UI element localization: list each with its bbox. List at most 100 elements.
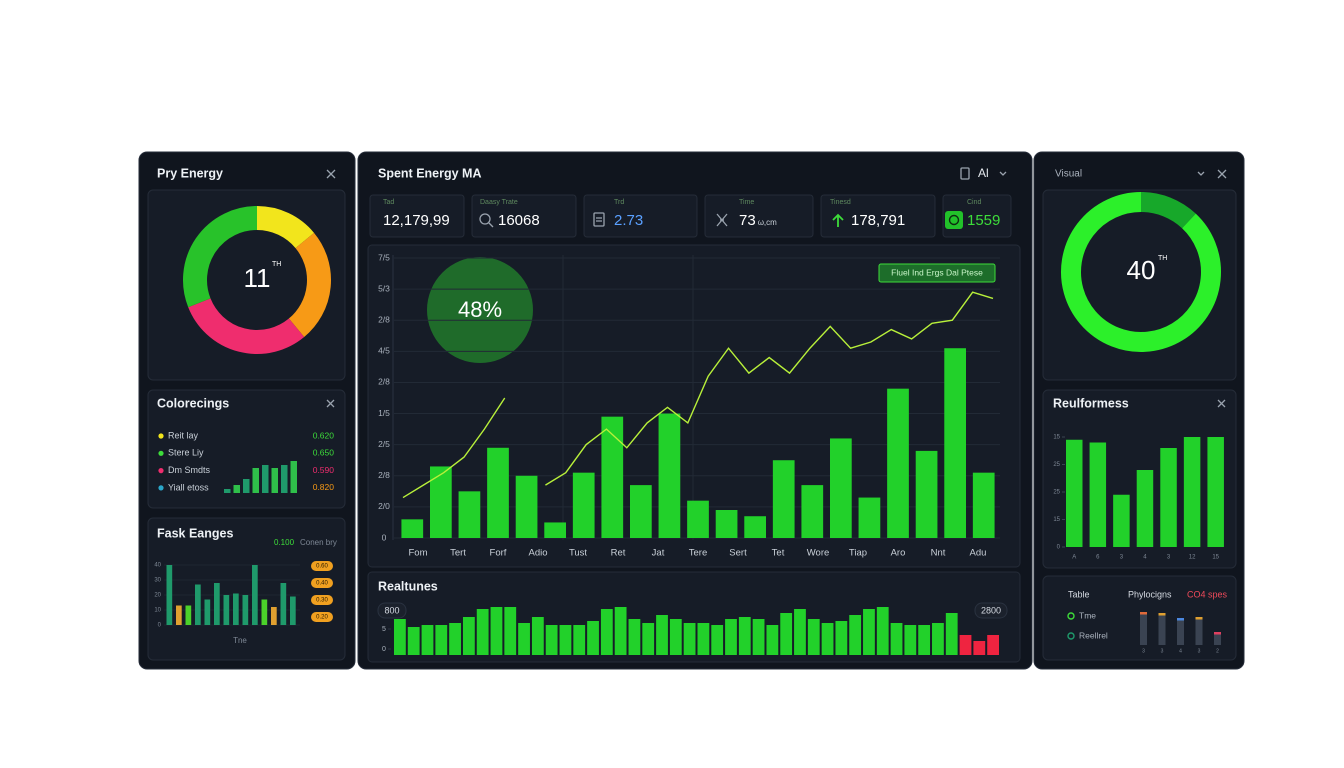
bar (849, 615, 862, 655)
bar (725, 619, 737, 655)
y-tick-label: 5 (382, 626, 386, 633)
donut-center: 11 (244, 263, 271, 293)
stat-label: Trd (614, 199, 624, 206)
bar (1207, 437, 1224, 547)
bar (601, 416, 624, 538)
bar (1066, 439, 1083, 547)
bar (1136, 470, 1154, 547)
bar (915, 450, 938, 538)
mini-bar (271, 468, 278, 493)
legend-value: 0.650 (313, 448, 335, 458)
x-tick-label: 15 (1212, 555, 1219, 561)
bar (715, 510, 738, 538)
close-icon[interactable] (326, 169, 336, 179)
bar (252, 565, 258, 625)
donut-segment (288, 232, 331, 338)
bar (531, 617, 544, 655)
bar (407, 627, 420, 655)
legend-label: Stere Liy (168, 448, 204, 458)
bar (430, 466, 452, 538)
bar (972, 472, 995, 538)
stat-label: Tinesd (830, 199, 851, 206)
y-tick-label: 15 (1053, 435, 1060, 441)
legend-value: 0.820 (313, 482, 335, 492)
card-title: Reulformess (1053, 396, 1129, 410)
stat-label: Daasy Trate (480, 199, 518, 206)
bar (544, 522, 566, 538)
trend-line (402, 291, 994, 499)
stat-unit: ω,cm (758, 218, 777, 227)
bar-tip (1195, 617, 1203, 620)
bar (573, 625, 586, 655)
menu-label[interactable]: Al (978, 166, 989, 180)
x-tick-label: Adio (528, 548, 547, 559)
badge (377, 602, 407, 619)
stat-value: 1559 (967, 212, 1000, 229)
legend-label: Dm Smdts (168, 465, 211, 475)
bar (863, 609, 875, 655)
x-tick-label: A (1072, 555, 1076, 561)
mini-bar (281, 465, 288, 493)
bar-tip (1177, 618, 1184, 621)
chevron-icon[interactable] (999, 171, 1007, 176)
close-icon[interactable] (1217, 169, 1227, 179)
bar (738, 617, 751, 655)
bar (290, 596, 296, 625)
x-tick-label: Tert (450, 548, 466, 559)
realtime-title: Realtunes (378, 579, 438, 593)
bar (656, 615, 668, 655)
x-tick-label: 6 (1096, 555, 1100, 561)
y-tick-label: 0 (382, 646, 386, 653)
bar (587, 621, 599, 655)
stat-value: 73 (739, 212, 756, 229)
bar (830, 438, 852, 538)
legend-label: Reit lay (168, 430, 199, 440)
y-tick-label: 30 (154, 578, 161, 584)
lock-icon[interactable] (960, 167, 970, 180)
donut-center: 40 (1127, 255, 1156, 285)
bar-tip (1214, 632, 1221, 635)
bar (185, 605, 192, 625)
bar (687, 500, 709, 538)
bar (932, 623, 944, 655)
main-title: Spent Energy MA (378, 166, 482, 180)
stat-value: 178,791 (851, 212, 905, 229)
table-header: Table (1068, 589, 1090, 599)
bar (642, 623, 655, 655)
bar (821, 623, 834, 655)
stat-label: Time (739, 199, 754, 206)
tag-text: 0.60 (316, 564, 328, 570)
x-tick-label: Tiap (849, 548, 867, 559)
stat-boxes (369, 194, 1012, 238)
legend-dot (1067, 632, 1075, 640)
bar (752, 619, 765, 655)
bar (772, 460, 795, 538)
close-icon[interactable] (1217, 399, 1226, 408)
badge-icon (948, 214, 960, 226)
bar (890, 623, 903, 655)
note-label: Conen bry (300, 538, 337, 547)
donut-segment (1140, 192, 1196, 229)
close-icon[interactable] (326, 399, 335, 408)
bar (242, 595, 249, 625)
donut-segment (188, 297, 305, 354)
bar (876, 607, 889, 655)
x-tick-label: Tust (569, 548, 587, 559)
badge-icon (945, 211, 963, 229)
table-header: Phylocigns (1128, 589, 1172, 599)
bar (630, 485, 652, 538)
stat-label: Cind (967, 199, 982, 206)
donut-sup: TH (1158, 255, 1167, 262)
bar (572, 472, 595, 538)
x-tick-label: 3 (1120, 555, 1124, 561)
chevron-icon[interactable] (1197, 171, 1205, 176)
y-tick-label: 2/8 (378, 314, 390, 324)
bar (1214, 632, 1221, 645)
legend-dot (1067, 612, 1075, 620)
tag-pill (311, 612, 333, 622)
legend-dot (158, 468, 164, 474)
stat-box (704, 194, 814, 238)
bar (945, 613, 958, 655)
x-tick-label: 3 (1198, 648, 1201, 654)
